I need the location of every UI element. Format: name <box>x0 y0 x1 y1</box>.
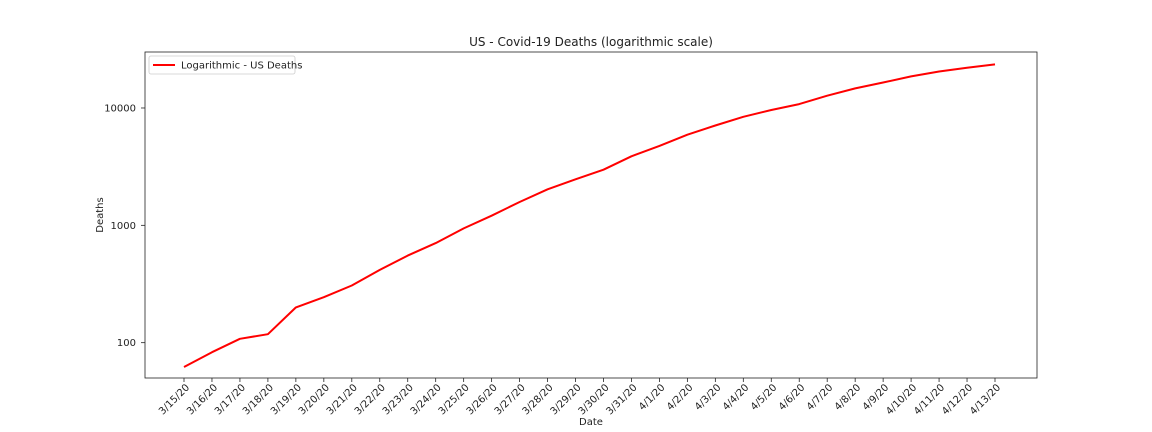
y-tick-label: 100 <box>117 338 136 349</box>
x-tick-label: 3/31/20 <box>605 382 640 417</box>
x-tick-label: 4/8/20 <box>833 382 864 413</box>
x-tick-label: 4/4/20 <box>721 382 752 413</box>
plot-area <box>144 51 1038 379</box>
y-tick-label: 1000 <box>111 221 136 232</box>
chart-title: US - Covid-19 Deaths (logarithmic scale) <box>469 35 713 49</box>
x-tick-label: 4/7/20 <box>805 382 836 413</box>
x-tick-label: 4/13/20 <box>968 382 1003 417</box>
x-tick-label: 4/2/20 <box>665 382 696 413</box>
x-tick-label: 4/5/20 <box>749 382 780 413</box>
y-tick-label: 10000 <box>104 103 136 114</box>
x-tick-label: 4/1/20 <box>637 382 668 413</box>
x-tick-label: 4/6/20 <box>777 382 808 413</box>
series-line-us-deaths <box>183 63 996 368</box>
legend-label: Logarithmic - US Deaths <box>181 61 302 72</box>
y-axis-label: Deaths <box>95 197 106 232</box>
x-axis-label: Date <box>579 417 603 428</box>
legend-box <box>148 55 296 75</box>
x-tick-label: 4/3/20 <box>693 382 724 413</box>
legend: Logarithmic - US Deaths <box>148 55 302 75</box>
